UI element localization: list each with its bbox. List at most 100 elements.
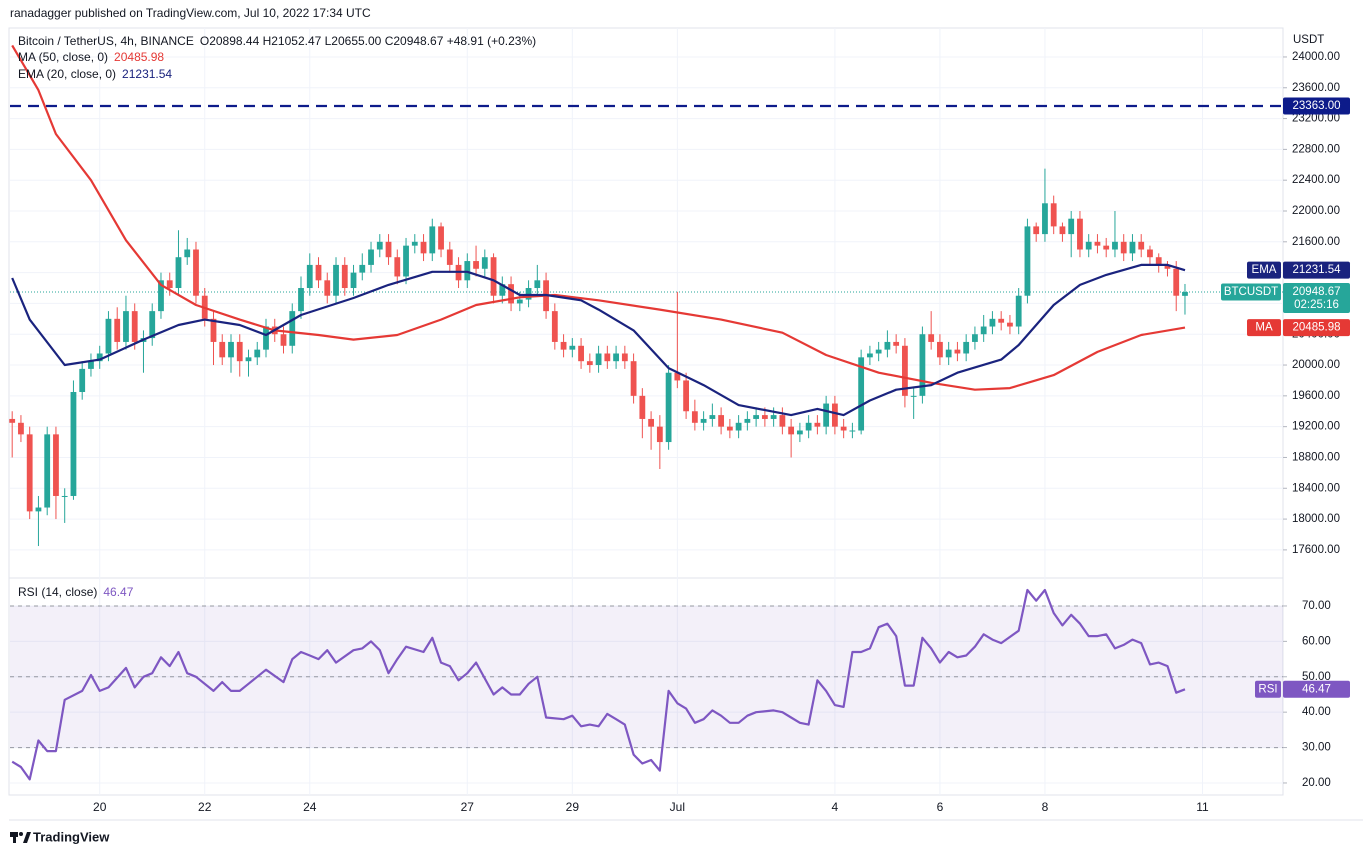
candle <box>359 253 366 281</box>
candle <box>184 237 191 265</box>
candle <box>560 334 567 358</box>
candle <box>718 407 725 435</box>
candle-body <box>1120 241 1127 254</box>
candle-body <box>893 341 900 346</box>
candle-body <box>53 434 59 496</box>
candle-body <box>158 280 164 312</box>
candle <box>989 311 996 335</box>
series-legend-value: 21231.54 <box>122 67 172 81</box>
candle-body <box>1042 203 1048 235</box>
candle <box>324 272 331 304</box>
published-note: ranadagger published on TradingView.com,… <box>10 6 371 20</box>
candle <box>621 345 628 369</box>
candle-body <box>1077 218 1083 250</box>
series-legend-name: EMA (20, close, 0) <box>18 67 116 81</box>
candle-body <box>779 415 786 427</box>
candle <box>1068 210 1075 258</box>
x-tick-label: 27 <box>461 800 475 814</box>
candle <box>473 245 479 277</box>
x-tick-label: 11 <box>1196 800 1209 814</box>
candle-body <box>44 434 51 508</box>
candle <box>1042 168 1048 242</box>
candle-body <box>1068 218 1075 235</box>
candle <box>866 345 873 366</box>
candle-body <box>1033 226 1040 235</box>
price-name: BTCUSDT <box>1224 286 1278 298</box>
candle-body <box>420 241 427 254</box>
candle <box>823 395 830 435</box>
candle-body <box>1085 241 1092 250</box>
resistance-label: 23363.00 <box>1293 100 1341 112</box>
y-tick-label: 20000.00 <box>1292 359 1340 371</box>
candle-body <box>1112 241 1118 250</box>
candle <box>438 222 444 258</box>
candle-body <box>875 349 882 354</box>
series-value-label-box <box>1283 319 1350 337</box>
candle <box>858 349 865 435</box>
candle-body <box>403 245 409 277</box>
y-tick-label: 18000.00 <box>1292 513 1340 525</box>
candle <box>385 234 392 265</box>
candle-body <box>105 318 112 354</box>
candle <box>805 415 812 439</box>
logo-part <box>23 832 31 843</box>
candle <box>937 334 943 366</box>
candle-body <box>411 241 418 246</box>
candle-body <box>534 280 541 289</box>
candle-body <box>368 249 374 265</box>
candle <box>79 361 86 400</box>
candle-body <box>254 349 261 358</box>
rsi-value-label-box <box>1283 680 1350 698</box>
candle <box>1007 314 1013 335</box>
candle <box>788 418 795 458</box>
candle-body <box>665 372 672 443</box>
candle <box>1085 234 1092 258</box>
candle-body <box>525 288 532 300</box>
candle-body <box>718 415 725 427</box>
candle-body <box>175 257 182 289</box>
rsi-y-tick-label: 50.00 <box>1302 671 1331 683</box>
candle <box>175 230 182 296</box>
rsi-y-tick-label: 70.00 <box>1302 600 1331 612</box>
candle <box>333 257 339 304</box>
candle-body <box>989 318 996 327</box>
candle-body <box>858 357 865 431</box>
candle-body <box>429 226 436 254</box>
candle <box>1173 261 1180 312</box>
candle-body <box>1050 203 1057 227</box>
candle-body <box>796 430 803 435</box>
candle-body <box>324 280 331 296</box>
candle <box>779 407 786 435</box>
rsi-y-tick-label: 40.00 <box>1302 706 1331 718</box>
candle <box>131 303 138 350</box>
candle-body <box>306 264 313 289</box>
y-tick-label: 22400.00 <box>1292 174 1340 186</box>
candle <box>1103 237 1110 258</box>
x-tick-label: 22 <box>198 800 212 814</box>
candle-body <box>998 318 1005 323</box>
candle <box>980 314 987 342</box>
candle <box>1094 234 1101 254</box>
candle-body <box>674 372 681 381</box>
series-legend-value: 20485.98 <box>114 50 164 64</box>
candle <box>963 334 970 362</box>
candle <box>569 338 576 358</box>
candle <box>341 257 348 296</box>
resistance-label-box <box>1283 97 1350 115</box>
candle <box>1059 222 1066 242</box>
candle <box>105 311 112 362</box>
candle <box>613 345 619 369</box>
candle-body <box>823 403 830 427</box>
candle-body <box>341 264 348 289</box>
candle <box>1182 283 1188 315</box>
rsi-y-tick-label: 30.00 <box>1302 742 1331 754</box>
candle <box>1050 195 1057 235</box>
candle-body <box>210 318 217 342</box>
candle-body <box>639 395 646 419</box>
candle <box>394 249 401 285</box>
candle-body <box>788 426 795 435</box>
candle-body <box>359 264 366 273</box>
candle <box>420 234 427 262</box>
candle <box>490 253 497 304</box>
